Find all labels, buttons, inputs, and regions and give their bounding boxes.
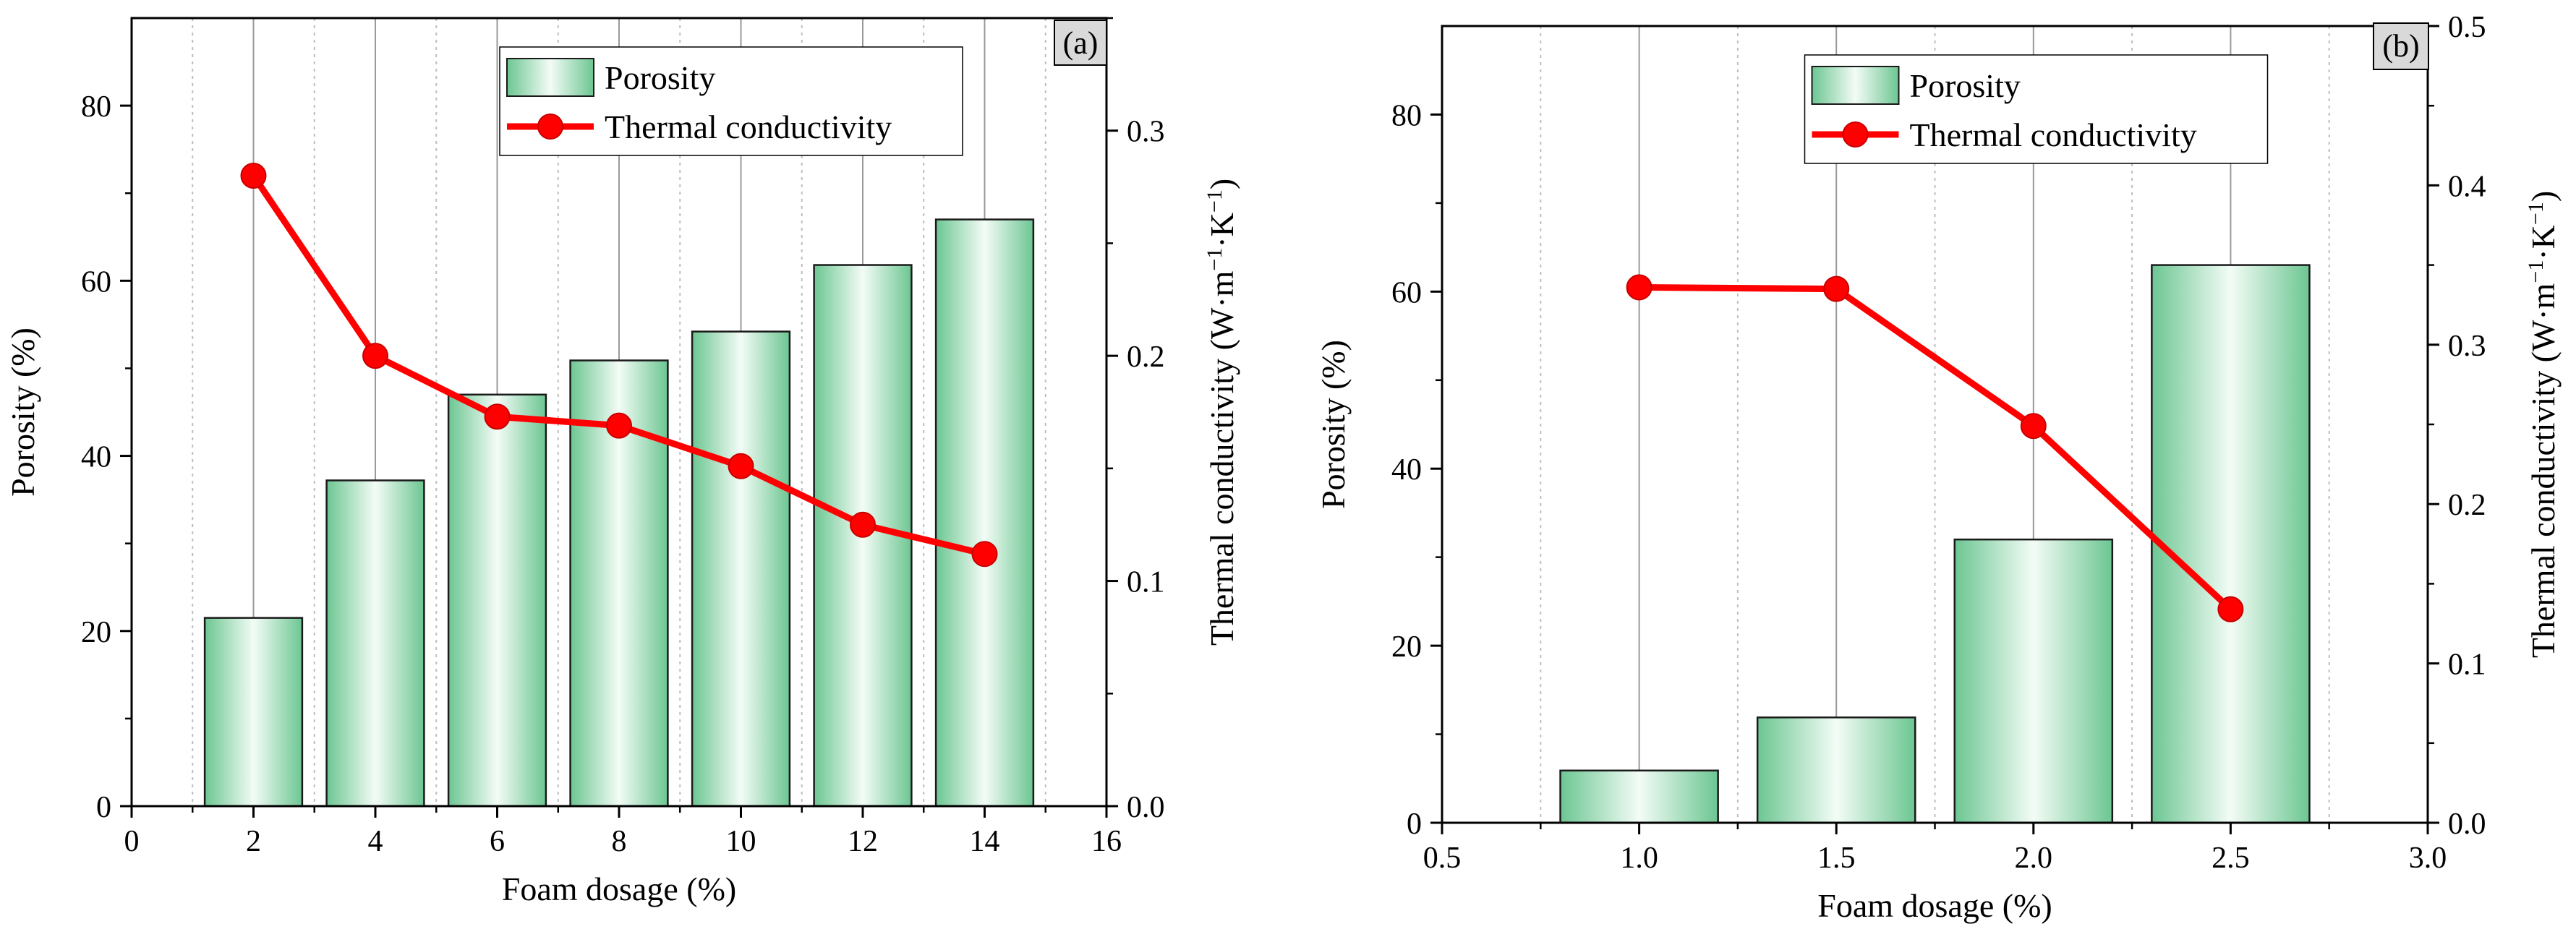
x-tick-label: 4 bbox=[368, 825, 383, 858]
label-part: ·K bbox=[1203, 213, 1240, 248]
y-left-axis-title: Porosity (%) bbox=[4, 328, 41, 497]
chart-panel-b: 0.5 1.0 1.5 2.0 2.5 3.0 0 20 40 60 80 0.0 0.1 0.2 0.3 0… bbox=[1315, 11, 2562, 924]
x-tick-label: 12 bbox=[848, 825, 878, 858]
superscript: −1 bbox=[1203, 248, 1227, 271]
y-right-tick-label: 0.3 bbox=[1127, 116, 1165, 149]
label-part: ·K bbox=[2525, 225, 2562, 260]
x-tick-label: 6 bbox=[490, 825, 505, 858]
superscript: −1 bbox=[1203, 189, 1227, 213]
y-left-axis-title: Porosity (%) bbox=[1315, 340, 1352, 509]
y-left-tick-label: 20 bbox=[1391, 630, 1422, 664]
legend-marker-thermal bbox=[1842, 121, 1869, 147]
bar-porosity-4 bbox=[691, 330, 791, 808]
thermal-conductivity-point-5 bbox=[850, 511, 876, 538]
superscript: −1 bbox=[2524, 202, 2548, 225]
y-right-tick-label: 0.0 bbox=[2448, 808, 2486, 841]
y-right-tick-label: 0.1 bbox=[2448, 649, 2486, 682]
x-tick-label: 16 bbox=[1091, 825, 1122, 858]
y-right-tick-label: 0.2 bbox=[1127, 341, 1165, 374]
thermal-conductivity-point-6 bbox=[971, 541, 998, 568]
bar-porosity-6 bbox=[934, 218, 1035, 808]
panel-tag-box bbox=[1054, 20, 1107, 66]
y-left-tick-label: 60 bbox=[81, 265, 111, 299]
superscript: −1 bbox=[2524, 260, 2548, 283]
y-right-tick-label: 0.4 bbox=[2448, 170, 2486, 203]
y-right-axis-title: Thermal conductivity (W·m−1·K−1) bbox=[2524, 191, 2562, 658]
legend-swatch-porosity bbox=[1811, 66, 1900, 105]
y-right-axis-title: Thermal conductivity (W·m−1·K−1) bbox=[1203, 179, 1241, 646]
legend: Porosity Thermal conductivity bbox=[499, 46, 963, 156]
thermal-conductivity-point-2 bbox=[2020, 413, 2047, 440]
thermal-conductivity-point-1 bbox=[1823, 275, 1850, 302]
y-right-tick-label: 0.5 bbox=[2448, 11, 2486, 44]
label-part: ) bbox=[1203, 179, 1240, 189]
x-tick-label: 2.0 bbox=[2015, 842, 2053, 875]
y-left-tick-label: 0 bbox=[96, 791, 111, 824]
x-tick-label: 0.5 bbox=[1423, 842, 1462, 875]
thermal-conductivity-point-2 bbox=[484, 403, 511, 430]
y-left-tick-label: 60 bbox=[1391, 276, 1422, 309]
x-tick-label: 8 bbox=[612, 825, 627, 858]
x-tick-label: 14 bbox=[970, 825, 1000, 858]
thermal-conductivity-point-1 bbox=[362, 343, 388, 369]
y-right-tick-label: 0.3 bbox=[2448, 330, 2486, 363]
legend: Porosity Thermal conductivity bbox=[1804, 54, 2269, 164]
y-left-tick-label: 80 bbox=[81, 90, 111, 124]
bar-porosity-3 bbox=[2151, 264, 2311, 824]
legend-marker-thermal bbox=[537, 114, 563, 140]
legend-label-thermal: Thermal conductivity bbox=[1910, 116, 2197, 153]
thermal-conductivity-point-3 bbox=[606, 412, 632, 439]
x-tick-label: 3.0 bbox=[2409, 842, 2447, 875]
x-tick-label: 2 bbox=[246, 825, 261, 858]
y-left-tick-label: 40 bbox=[81, 441, 111, 474]
y-left-tick-label: 80 bbox=[1391, 99, 1422, 132]
x-tick-label: 1.5 bbox=[1817, 842, 1856, 875]
label-part: Thermal conductivity (W·m bbox=[2525, 283, 2562, 658]
x-tick-label: 10 bbox=[726, 825, 756, 858]
x-tick-label: 1.0 bbox=[1620, 842, 1658, 875]
bar-porosity-0 bbox=[203, 617, 304, 808]
y-right-tick-label: 0.2 bbox=[2448, 489, 2486, 522]
panel-tag-box bbox=[2373, 22, 2429, 70]
legend-label-porosity: Porosity bbox=[1910, 67, 2021, 104]
thermal-conductivity-point-4 bbox=[728, 453, 754, 479]
x-axis-title: Foam dosage (%) bbox=[502, 870, 736, 907]
x-tick-label: 2.5 bbox=[2212, 842, 2250, 875]
bar-porosity-0 bbox=[1559, 769, 1719, 824]
y-left-tick-label: 0 bbox=[1407, 808, 1422, 841]
bar-porosity-1 bbox=[1756, 716, 1916, 824]
y-right-tick-label: 0.1 bbox=[1127, 566, 1165, 599]
thermal-conductivity-point-0 bbox=[240, 163, 267, 189]
y-left-tick-label: 40 bbox=[1391, 453, 1422, 487]
y-right-tick-label: 0.0 bbox=[1127, 791, 1165, 824]
legend-label-thermal: Thermal conductivity bbox=[605, 108, 892, 145]
panel-tag-label: (b) bbox=[2382, 28, 2419, 64]
thermal-conductivity-line bbox=[1639, 283, 2233, 612]
y-left-tick-label: 20 bbox=[81, 616, 111, 649]
label-part: Thermal conductivity (W·m bbox=[1203, 270, 1240, 646]
bar-porosity-1 bbox=[325, 479, 425, 808]
bar-porosity-2 bbox=[1953, 538, 2114, 824]
thermal-conductivity-point-0 bbox=[1626, 274, 1652, 301]
x-tick-label: 0 bbox=[124, 825, 140, 858]
bar-porosity-2 bbox=[447, 393, 547, 808]
x-axis-title: Foam dosage (%) bbox=[1817, 887, 2052, 924]
chart-panel-a: 0 2 4 6 8 10 12 14 16 0 20 40 60 80 0.0 0.1 0.2 0.3 Foam d… bbox=[4, 17, 1241, 907]
label-part: ) bbox=[2525, 191, 2562, 202]
panel-tag-label: (a) bbox=[1063, 25, 1099, 61]
thermal-conductivity-point-3 bbox=[2217, 596, 2244, 622]
legend-label-porosity: Porosity bbox=[605, 59, 715, 96]
legend-swatch-porosity bbox=[506, 58, 594, 97]
